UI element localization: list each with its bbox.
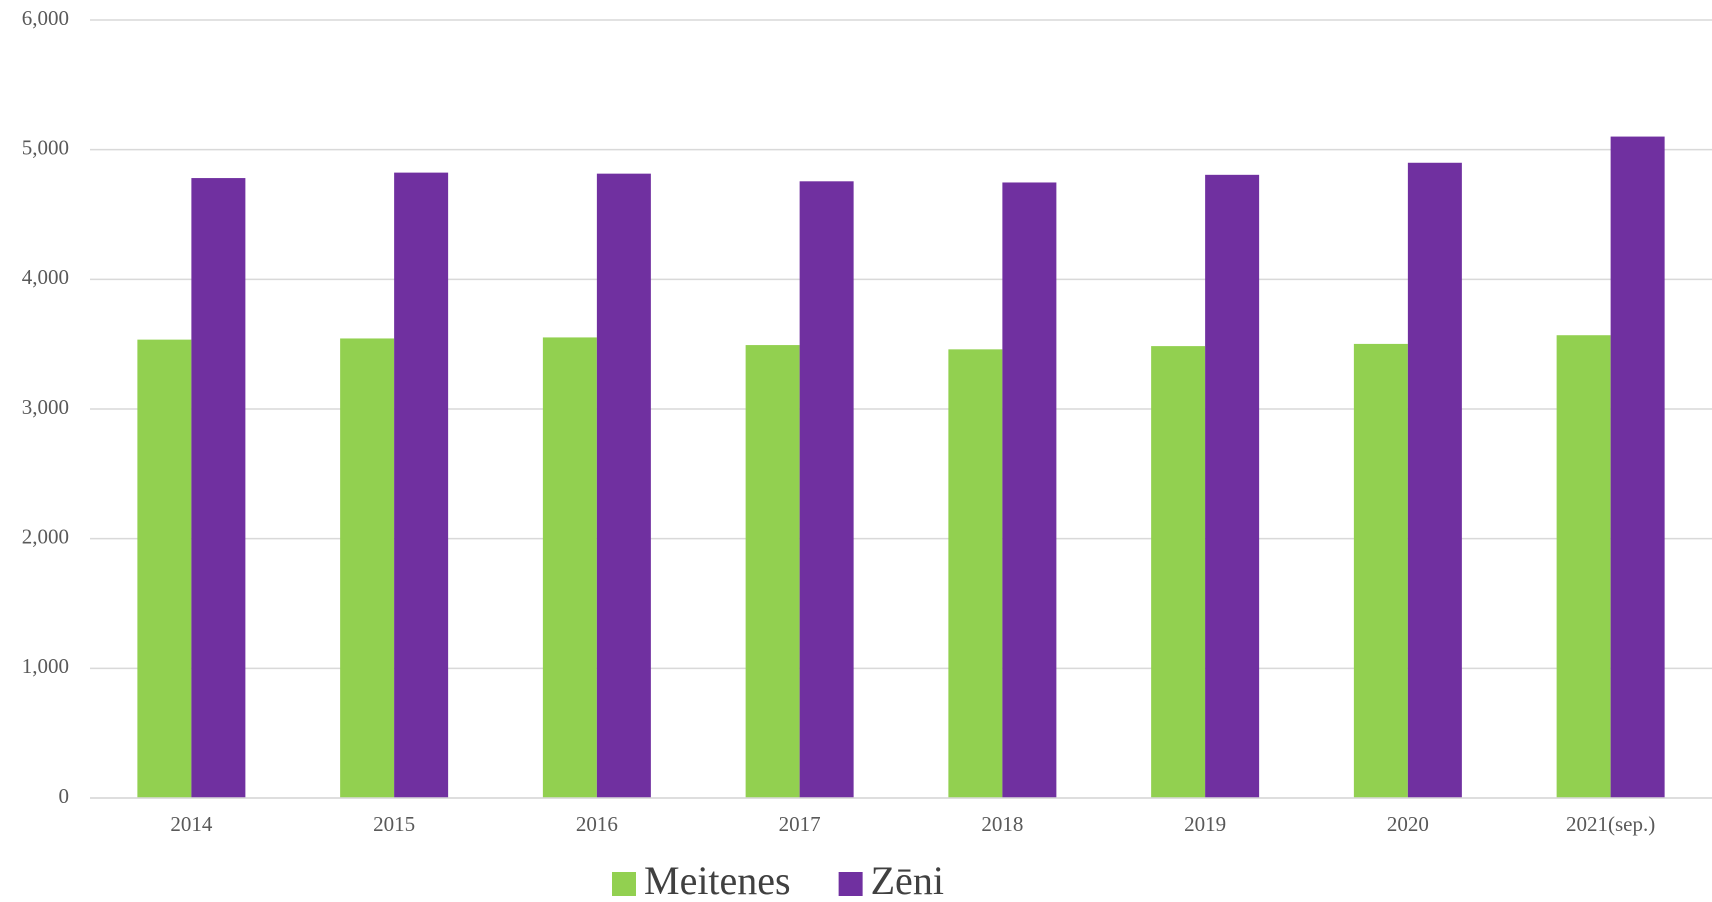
bar <box>1610 136 1665 799</box>
x-tick-label: 2018 <box>981 812 1023 836</box>
y-tick-label: 4,000 <box>22 265 69 289</box>
bar <box>596 173 651 798</box>
y-tick-label: 6,000 <box>22 6 69 30</box>
bar <box>1151 346 1206 798</box>
x-tick-label: 2016 <box>576 812 618 836</box>
y-tick-label: 5,000 <box>22 135 69 159</box>
bar <box>799 181 854 799</box>
bar <box>1205 174 1260 798</box>
y-tick-label: 2,000 <box>22 524 69 548</box>
bar <box>1556 335 1611 798</box>
bar <box>191 178 246 798</box>
bar <box>948 349 1003 798</box>
x-tick-label: 2019 <box>1184 812 1226 836</box>
y-tick-label: 3,000 <box>22 395 69 419</box>
x-tick-label: 2015 <box>373 812 415 836</box>
bar <box>394 172 449 798</box>
y-tick-label: 1,000 <box>22 654 69 678</box>
y-tick-label: 0 <box>59 784 70 808</box>
bar <box>137 339 192 798</box>
legend-swatch <box>612 872 636 896</box>
legend-swatch <box>838 872 863 896</box>
bar <box>745 345 800 798</box>
bar <box>1407 162 1462 798</box>
x-tick-label: 2014 <box>170 812 213 836</box>
x-tick-label: 2020 <box>1387 812 1429 836</box>
bar <box>340 338 395 798</box>
bar <box>1002 182 1057 798</box>
bar <box>542 337 597 798</box>
x-tick-label: 2017 <box>779 812 821 836</box>
legend-label: Zēni <box>871 858 944 902</box>
legend-label: Meitenes <box>644 858 791 902</box>
x-tick-label: 2021(sep.) <box>1566 812 1655 836</box>
bar <box>1353 343 1408 798</box>
